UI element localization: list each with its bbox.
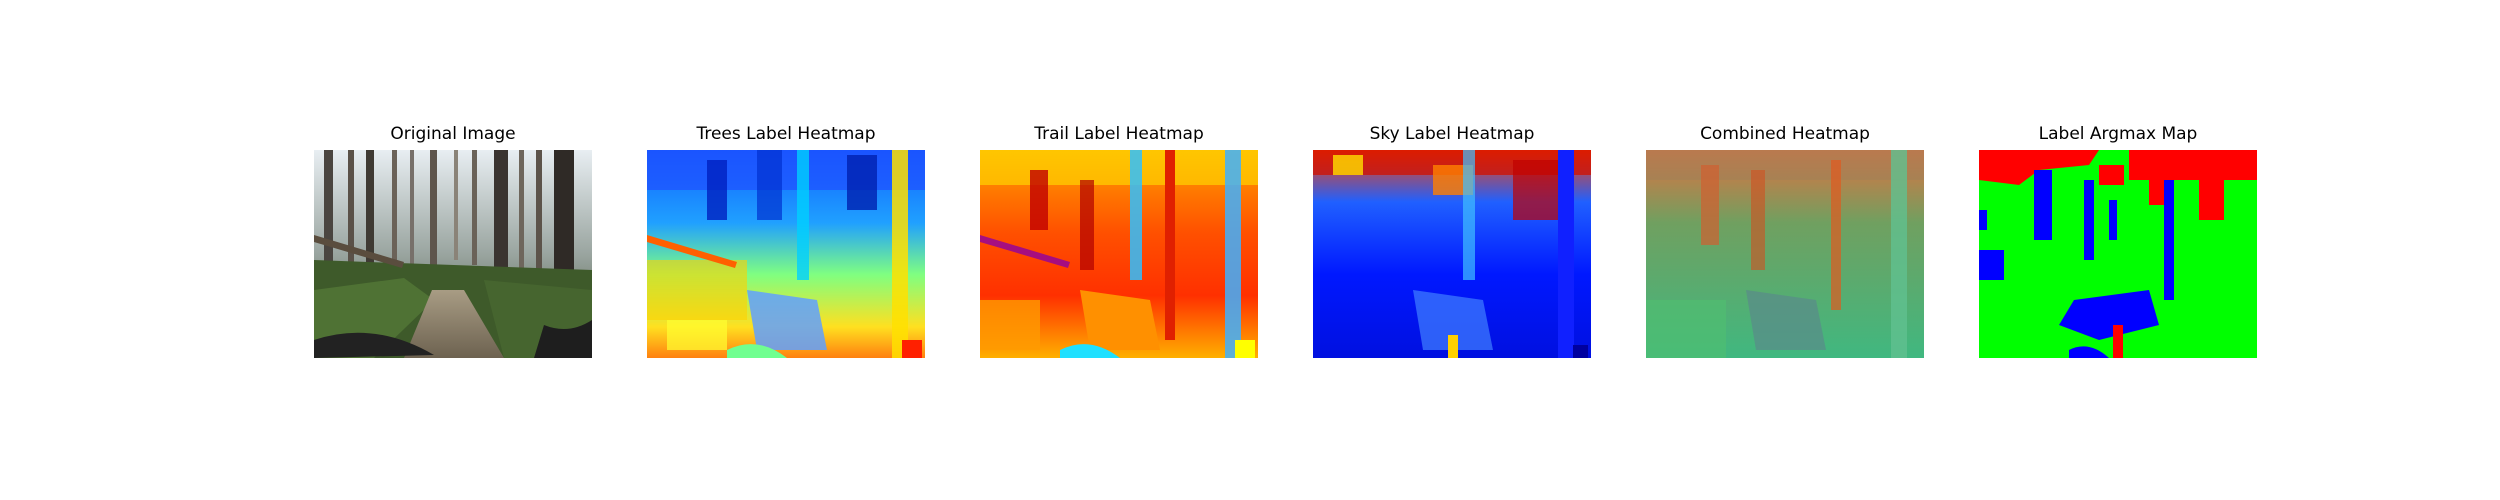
trail-heatmap — [980, 150, 1258, 358]
original-image — [314, 150, 592, 358]
trees-heatmap — [647, 150, 925, 358]
panel-title-trees: Trees Label Heatmap — [696, 124, 876, 144]
sky-heatmap — [1313, 150, 1591, 358]
panel-title-argmax: Label Argmax Map — [2038, 124, 2198, 144]
panel-title-sky: Sky Label Heatmap — [1369, 124, 1535, 144]
combined-heatmap — [1646, 150, 1924, 358]
argmax-map — [1979, 150, 2257, 358]
panel-title-combined: Combined Heatmap — [1700, 124, 1870, 144]
panel-title-original: Original Image — [390, 124, 516, 144]
panel-title-trail: Trail Label Heatmap — [1034, 124, 1204, 144]
